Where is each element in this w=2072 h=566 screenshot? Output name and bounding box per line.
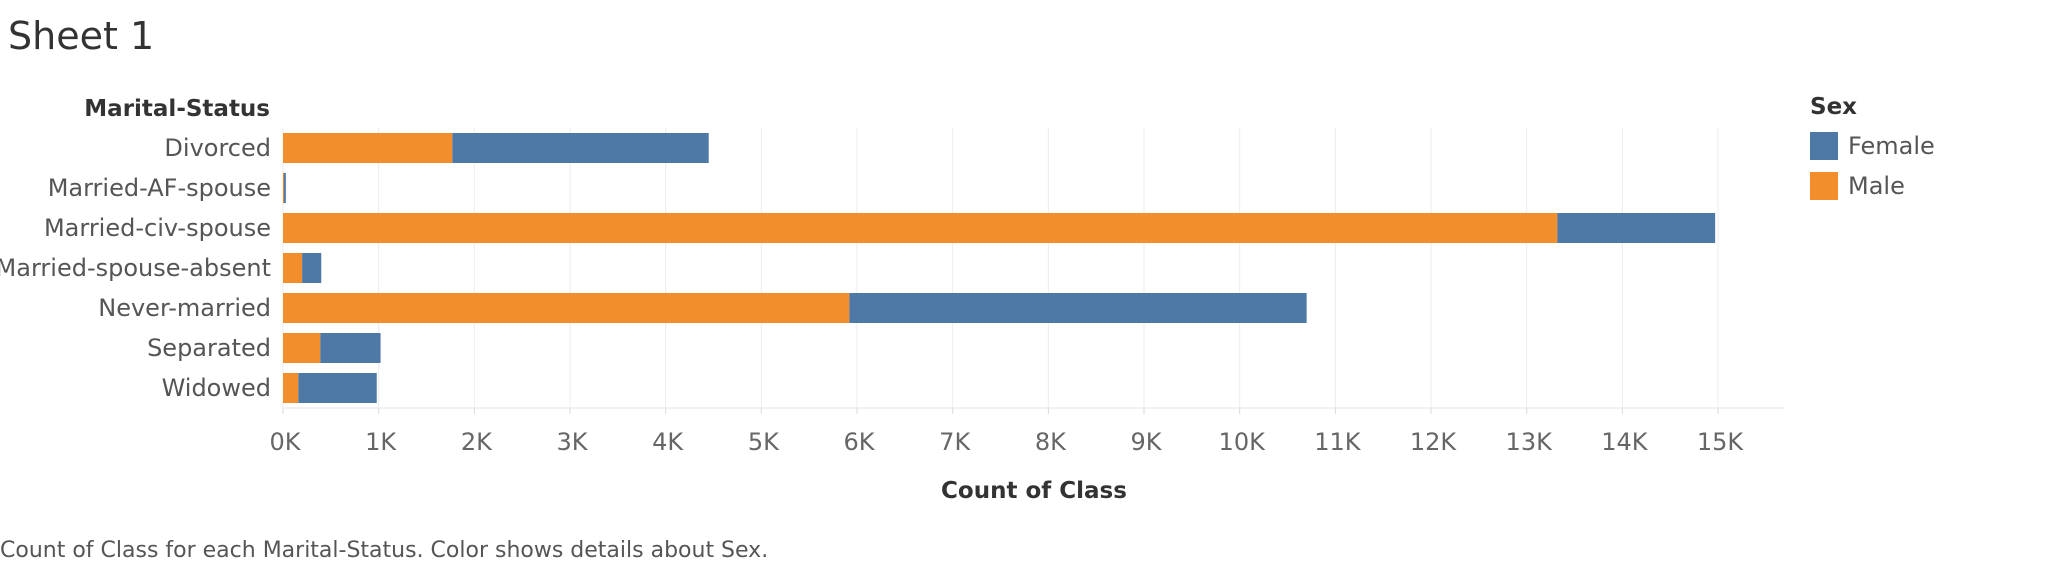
x-tick-label: 2K (461, 428, 493, 456)
category-labels: Divorced Married-AF-spouse Married-civ-spo… (0, 134, 271, 402)
bar-segment-male[interactable] (283, 133, 453, 163)
x-tick-label: 13K (1506, 428, 1554, 456)
x-tick-label: 7K (939, 428, 971, 456)
x-tick-label: 10K (1219, 428, 1267, 456)
bar-segment-male[interactable] (283, 293, 850, 323)
caption: Count of Class for each Marital-Status. … (0, 538, 769, 563)
legend: Sex Female Male (1810, 94, 1935, 206)
bar-segment-male[interactable] (283, 253, 303, 283)
bar-segment-female[interactable] (1557, 213, 1716, 243)
x-tick-label: 5K (748, 428, 780, 456)
legend-swatch-female (1810, 132, 1838, 160)
bar-segment-male[interactable] (283, 333, 321, 363)
category-label: Never-married (98, 294, 271, 322)
category-label: Divorced (164, 134, 271, 162)
bars (283, 133, 1716, 403)
legend-label-female: Female (1848, 132, 1935, 160)
x-tick-label: 15K (1697, 428, 1745, 456)
legend-label-male: Male (1848, 172, 1905, 200)
x-tick-label: 0K (269, 428, 301, 456)
bar-segment-female[interactable] (283, 173, 286, 203)
x-tick-label: 8K (1035, 428, 1067, 456)
gridlines (282, 128, 1719, 414)
bar-chart: Divorced Married-AF-spouse Married-civ-spo… (0, 128, 1785, 504)
legend-item-male[interactable]: Male (1810, 166, 1935, 206)
x-tick-label: 14K (1601, 428, 1649, 456)
x-tick-label: 9K (1131, 428, 1163, 456)
bar-segment-female[interactable] (302, 253, 322, 283)
bar-segment-female[interactable] (849, 293, 1307, 323)
bar-segment-female[interactable] (452, 133, 709, 163)
legend-title: Sex (1810, 94, 1857, 120)
x-tick-label: 1K (365, 428, 397, 456)
category-label: Married-spouse-absent (0, 254, 271, 282)
bar-segment-male[interactable] (283, 213, 1558, 243)
x-tick-label: 4K (652, 428, 684, 456)
x-tick-label: 3K (556, 428, 588, 456)
bar-segment-male[interactable] (283, 173, 285, 203)
category-label: Married-AF-spouse (48, 174, 271, 202)
category-label: Married-civ-spouse (44, 214, 271, 242)
x-axis-title: Count of Class (941, 478, 1127, 504)
legend-swatch-male (1810, 172, 1838, 200)
x-tick-label: 12K (1410, 428, 1458, 456)
row-header: Marital-Status (84, 96, 270, 122)
category-label: Separated (147, 334, 271, 362)
legend-item-female[interactable]: Female (1810, 126, 1935, 166)
bar-segment-female[interactable] (298, 373, 377, 403)
x-tick-label: 6K (844, 428, 876, 456)
x-tick-label: 11K (1314, 428, 1362, 456)
sheet-title: Sheet 1 (8, 14, 155, 58)
bar-segment-male[interactable] (283, 373, 299, 403)
x-tick-labels: 0K 1K 2K 3K 4K 5K 6K 7K 8K 9K 10K 11K 12K 13K 14K 15K (269, 428, 1744, 456)
category-label: Widowed (162, 374, 271, 402)
bar-segment-female[interactable] (320, 333, 381, 363)
